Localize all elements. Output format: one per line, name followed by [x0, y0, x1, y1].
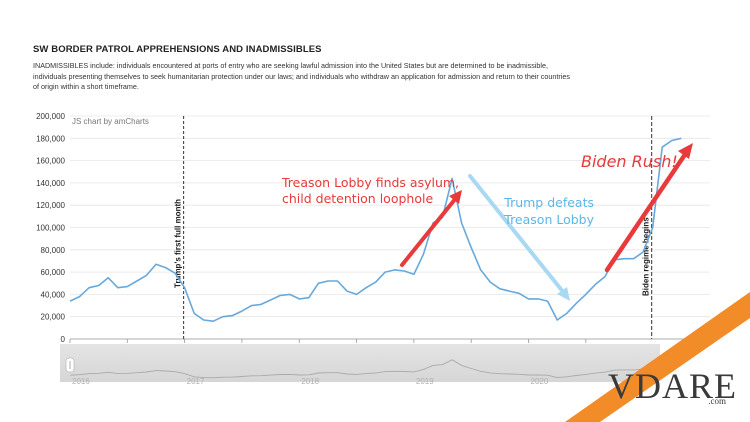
grid-lines [70, 115, 710, 340]
y-tick-label: 160,000 [36, 157, 65, 166]
y-tick-label: 100,000 [36, 224, 65, 233]
y-tick-label: 0 [61, 335, 66, 344]
vdare-logo: VDARE .com [596, 368, 736, 412]
blue-arrow-trump [468, 174, 570, 301]
navigator-tick-label: 2020 [531, 377, 549, 386]
y-tick-label: 120,000 [36, 201, 65, 210]
y-tick-label: 200,000 [36, 112, 65, 121]
vertical-markers: Trump's first full month Biden regime beg… [174, 116, 653, 339]
page-title: SW BORDER PATROL APPREHENSIONS AND INADM… [33, 44, 322, 55]
navigator-tick-label: 2016 [72, 377, 90, 386]
y-axis: 0 20,000 40,000 60,000 80,000 100,000 120,000 1… [36, 112, 65, 344]
page-description: INADMISSIBLES include: individuals encou… [33, 61, 570, 91]
navigator-ticks: 2016 2017 2018 2019 2020 [72, 377, 549, 386]
annotation-asylum: Treason Lobby finds asylum, child detent… [281, 175, 459, 206]
annotation-trump-line-2: Treason Lobby [503, 212, 594, 227]
y-tick-label: 180,000 [36, 134, 65, 143]
logo-text: VDARE [608, 366, 737, 406]
navigator-tick-label: 2018 [301, 377, 319, 386]
y-tick-label: 20,000 [41, 313, 66, 322]
red-arrow-asylum [400, 190, 462, 267]
marker-label: Trump's first full month [174, 199, 183, 288]
annotation-biden: Biden Rush! [581, 152, 678, 171]
series-line [69, 137, 682, 322]
marker-label: Biden regime begins [642, 217, 651, 296]
y-tick-label: 140,000 [36, 179, 65, 188]
annotation-asylum-line-1: Treason Lobby finds asylum, [281, 175, 459, 190]
chart-credit: JS chart by amCharts [72, 117, 149, 126]
navigator-background[interactable] [60, 344, 660, 382]
navigator-series-line [69, 354, 682, 379]
annotation-asylum-line-2: child detention loophole [282, 191, 433, 206]
navigator-tick-label: 2019 [416, 377, 434, 386]
navigator-tick-label: 2017 [187, 377, 205, 386]
y-tick-label: 80,000 [41, 246, 66, 255]
white-corner [600, 318, 750, 422]
annotation-trump-line-1: Trump defeats [503, 195, 594, 210]
y-tick-label: 40,000 [41, 290, 66, 299]
y-tick-label: 60,000 [41, 268, 66, 277]
red-arrow-biden [604, 143, 693, 273]
annotation-trump: Trump defeats Treason Lobby [503, 195, 594, 227]
logo-suffix: .com [708, 396, 726, 406]
